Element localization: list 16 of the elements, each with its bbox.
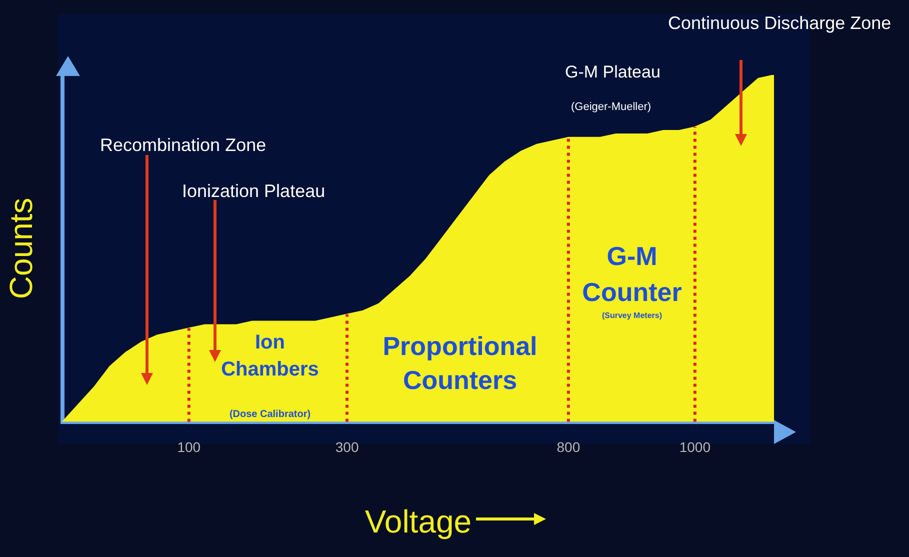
- annotation: G-M Counter: [582, 241, 682, 308]
- annotation: G-M Plateau: [565, 62, 660, 82]
- y-axis-title: Counts: [3, 198, 40, 300]
- annotation: Ionization Plateau: [182, 180, 326, 201]
- x-tick-label: 1000: [679, 439, 711, 456]
- annotation: Recombination Zone: [100, 134, 266, 155]
- x-tick-label: 100: [177, 439, 201, 456]
- annotation: (Dose Calibrator): [229, 408, 311, 420]
- x-tick-label: 800: [556, 439, 580, 456]
- annotation: (Geiger-Mueller): [571, 101, 652, 114]
- annotation: (Survey Meters): [602, 311, 662, 320]
- x-axis-title: Voltage: [364, 504, 472, 540]
- x-tick-label: 300: [335, 439, 359, 456]
- annotation: Proportional Counters: [382, 331, 538, 396]
- annotation: Ion Chambers: [221, 332, 319, 381]
- text: Continuous Discharge Zone: [668, 12, 892, 33]
